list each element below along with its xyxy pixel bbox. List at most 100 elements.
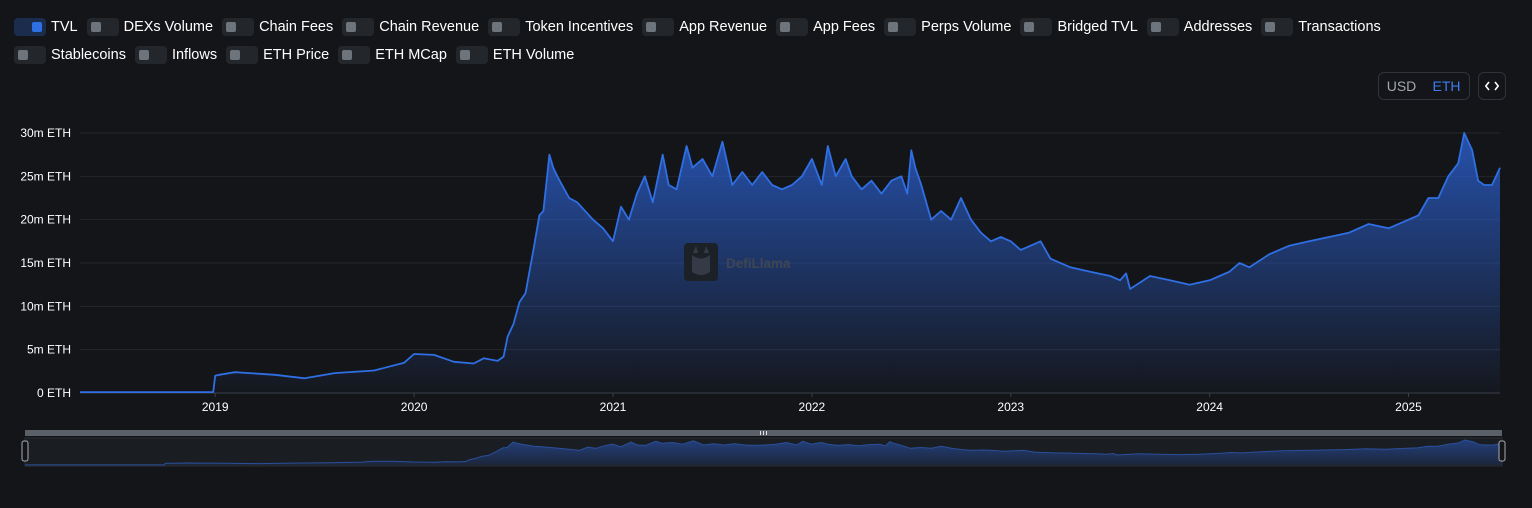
toggle-knob [1265,22,1276,32]
denomination-eth-button[interactable]: ETH [1432,78,1461,94]
toggle-switch[interactable] [134,46,167,64]
y-tick-label: 20m ETH [20,213,71,227]
toggle-switch[interactable] [14,46,46,64]
toggle-knob [1150,22,1161,32]
toggle-knob [492,22,503,32]
toggle-label: Transactions [1298,19,1381,35]
toggle-chain-fees[interactable]: Chain Fees [222,18,333,36]
toggle-label: Token Incentives [525,19,634,35]
x-tick-label: 2022 [799,400,826,414]
toggle-inflows[interactable]: Inflows [134,46,218,64]
toggle-label: Chain Fees [259,19,334,35]
toggle-bridged-tvl[interactable]: Bridged TVL [1020,18,1138,36]
metric-toggle-row-2: Stablecoins Inflows ETH Price ETH MCap E… [14,41,1514,69]
tvl-line [80,132,1501,393]
toggle-switch[interactable] [1146,18,1179,36]
y-tick-label: 5m ETH [27,343,71,357]
toggle-dexs-volume[interactable]: DEXs Volume [86,18,214,36]
toggle-switch[interactable] [642,18,675,36]
range-slider-left-handle[interactable] [21,440,29,462]
toggle-switch[interactable] [488,18,521,36]
toggle-switch[interactable] [226,46,259,64]
toggle-knob [18,50,28,60]
toggle-switch[interactable] [884,18,917,36]
x-axis: 2019 2020 2021 2022 2023 2024 2025 [202,393,1422,414]
watermark: DefiLlama [684,243,791,281]
x-tick-label: 2020 [401,400,428,414]
toggle-label: Perps Volume [921,19,1012,35]
toggle-eth-mcap[interactable]: ETH MCap [338,46,447,64]
toggle-label: ETH Volume [492,47,575,63]
toggle-knob [888,22,899,32]
toggle-label: Stablecoins [51,47,126,63]
toggle-perps-volume[interactable]: Perps Volume [884,18,1011,36]
x-tick-label: 2025 [1395,400,1422,414]
denomination-switch: USD ETH [1378,72,1470,100]
toggle-knob [90,22,101,32]
toggle-knob [459,50,470,60]
code-icon [1485,81,1499,91]
x-tick-label: 2019 [202,400,229,414]
toggle-label: ETH MCap [375,47,447,63]
toggle-chain-revenue[interactable]: Chain Revenue [342,18,479,36]
metric-toggles: TVL DEXs Volume Chain Fees Chain Revenue… [14,13,1514,69]
toggle-label: ETH Price [263,47,330,63]
toggle-switch[interactable] [14,18,46,36]
y-tick-label: 0 ETH [37,386,71,400]
toggle-knob [138,50,149,60]
toggle-label: App Revenue [679,19,768,35]
toggle-knob [346,22,357,32]
range-slider-preview-line [25,439,1503,466]
toggle-knob [780,22,791,32]
tvl-area [80,133,1500,393]
watermark-text: DefiLlama [726,256,791,271]
toggle-label: TVL [51,19,78,35]
toggle-app-revenue[interactable]: App Revenue [642,18,767,36]
toggle-switch[interactable] [1020,18,1053,36]
toggle-label: DEXs Volume [123,19,214,35]
range-slider[interactable] [21,430,1506,467]
denomination-usd-button[interactable]: USD [1386,78,1417,94]
toggle-label: Chain Revenue [379,19,480,35]
toggle-eth-price[interactable]: ETH Price [226,46,329,64]
toggle-knob [230,50,241,60]
toggle-label: Inflows [171,47,218,63]
range-slider-grip-icon [760,431,767,435]
x-tick-label: 2021 [600,400,627,414]
llama-icon [692,246,710,275]
y-tick-label: 10m ETH [20,299,71,313]
toggle-addresses[interactable]: Addresses [1146,18,1253,36]
toggle-label: Bridged TVL [1057,19,1138,35]
y-tick-label: 15m ETH [20,256,71,270]
toggle-eth-volume[interactable]: ETH Volume [455,46,575,64]
toggle-switch[interactable] [338,46,371,64]
toggle-tvl[interactable]: TVL [14,18,78,36]
toggle-switch[interactable] [776,18,809,36]
range-slider-right-handle[interactable] [1498,440,1506,462]
toggle-knob [32,22,42,32]
toggle-knob [646,22,657,32]
toggle-switch[interactable] [86,18,119,36]
toggle-app-fees[interactable]: App Fees [776,18,875,36]
embed-code-button[interactable] [1478,72,1506,100]
toggle-knob [226,22,237,32]
toggle-stablecoins[interactable]: Stablecoins [14,46,126,64]
toggle-transactions[interactable]: Transactions [1261,18,1381,36]
toggle-knob [1024,22,1035,32]
toggle-switch[interactable] [342,18,375,36]
y-axis: 0 ETH 5m ETH 10m ETH 15m ETH 20m ETH 25m ETH 3… [20,126,71,400]
x-tick-label: 2024 [1196,400,1223,414]
toggle-switch[interactable] [222,18,255,36]
y-tick-label: 25m ETH [20,169,71,183]
toggle-knob [342,50,353,60]
x-tick-label: 2023 [997,400,1024,414]
toggle-switch[interactable] [455,46,488,64]
toggle-token-incentives[interactable]: Token Incentives [488,18,633,36]
y-tick-label: 30m ETH [20,126,71,140]
toggle-label: Addresses [1183,19,1253,35]
toggle-switch[interactable] [1261,18,1294,36]
range-slider-preview-area [25,440,1502,465]
metric-toggle-row-1: TVL DEXs Volume Chain Fees Chain Revenue… [14,13,1514,41]
